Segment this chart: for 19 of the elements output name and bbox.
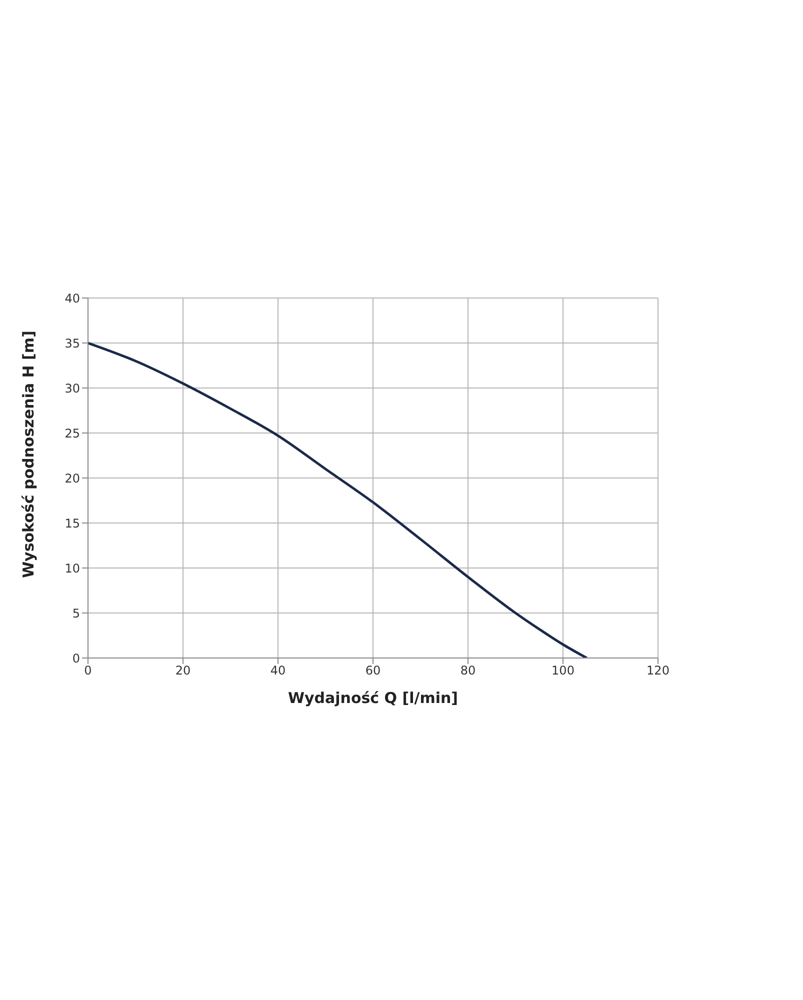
y-axis-title: Wysokość podnoszenia H [m]	[19, 330, 38, 578]
x-tick-label: 40	[270, 664, 286, 678]
x-tick-label: 100	[552, 664, 574, 678]
y-tick-label: 5	[72, 606, 80, 620]
y-tick-label: 40	[64, 291, 80, 306]
x-tick-label: 0	[84, 664, 92, 678]
x-tick-label: 80	[460, 664, 476, 678]
y-tick-label: 0	[72, 651, 80, 666]
y-tick-label: 20	[64, 471, 80, 486]
x-tick-label: 60	[365, 664, 381, 678]
line-series	[88, 342, 588, 658]
y-tick-label: 25	[64, 426, 80, 440]
y-tick-label: 15	[64, 516, 80, 530]
y-tick-label: 30	[64, 381, 80, 396]
x-tick-label: 20	[175, 664, 191, 678]
x-tick-label: 120	[646, 664, 670, 678]
y-tick-label: 10	[64, 561, 80, 576]
x-axis-title: Wydajność Q [l/min]	[288, 689, 458, 707]
y-tick-label: 35	[64, 336, 80, 350]
